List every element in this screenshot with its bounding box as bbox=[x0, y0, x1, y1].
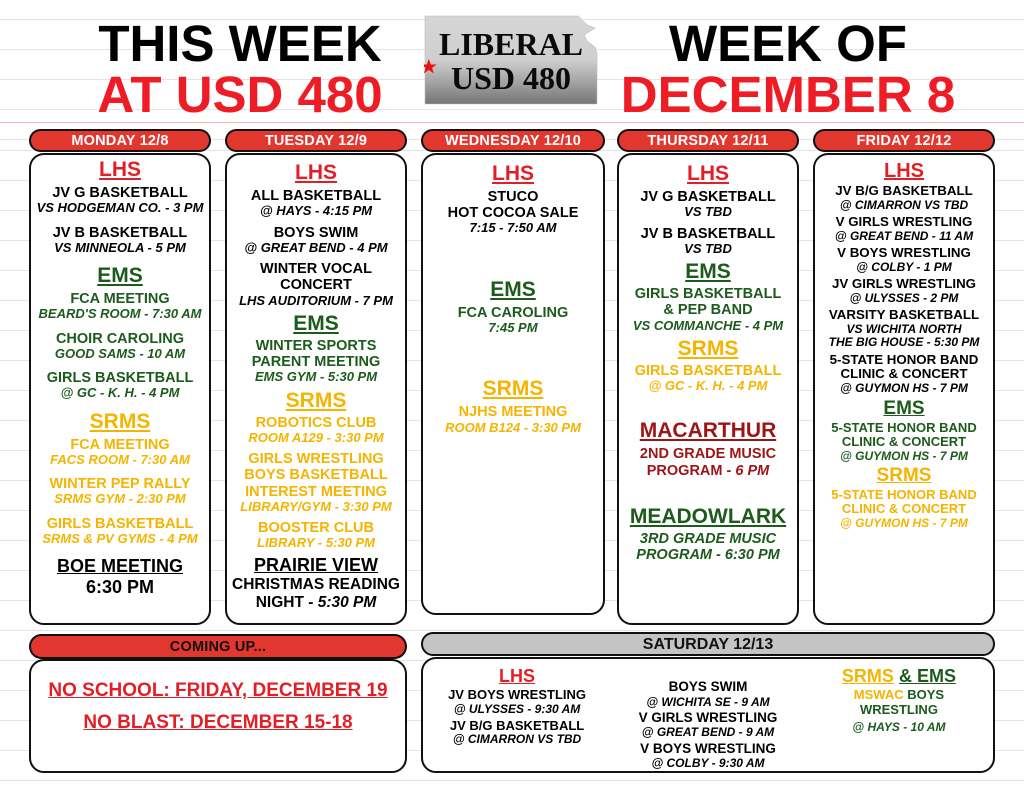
svg-text:LIBERAL: LIBERAL bbox=[439, 26, 583, 62]
svg-text:USD 480: USD 480 bbox=[451, 60, 571, 96]
